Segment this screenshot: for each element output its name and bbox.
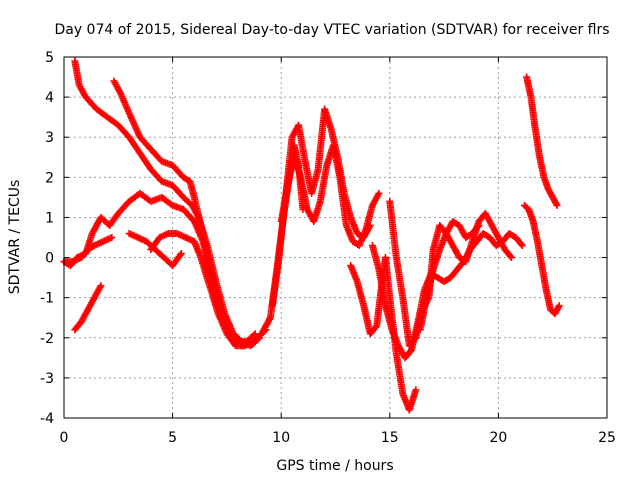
x-tick-label: 15 bbox=[381, 430, 399, 446]
plot-frame bbox=[63, 56, 608, 419]
data-point bbox=[375, 189, 383, 197]
data-point bbox=[411, 335, 419, 343]
y-tick-label: -4 bbox=[40, 411, 54, 427]
y-tick-label: -1 bbox=[40, 291, 54, 307]
series-arc-13 bbox=[416, 217, 483, 334]
data-point bbox=[555, 302, 563, 310]
data-point bbox=[176, 251, 184, 259]
x-axis-label: GPS time / hours bbox=[276, 458, 393, 474]
series-arc-9 bbox=[277, 141, 383, 250]
data-point bbox=[506, 252, 514, 260]
x-tick-label: 20 bbox=[489, 430, 507, 446]
data-point bbox=[372, 323, 380, 331]
data-marks bbox=[60, 57, 563, 414]
y-tick-label: -2 bbox=[40, 331, 54, 347]
y-tick-label: 0 bbox=[45, 251, 54, 267]
chart-title: Day 074 of 2015, Sidereal Day-to-day VTE… bbox=[54, 22, 609, 38]
y-tick-label: 3 bbox=[45, 130, 54, 146]
data-point bbox=[97, 282, 105, 290]
series-arc-6 bbox=[125, 229, 185, 270]
y-tick-label: 4 bbox=[45, 90, 54, 106]
data-point bbox=[108, 234, 116, 241]
y-tick-label: 1 bbox=[45, 210, 54, 226]
x-tick-label: 5 bbox=[168, 430, 177, 446]
data-point bbox=[177, 250, 185, 258]
axis-ticks: 0 5 10 15 20 25 -4 -3 -2 -1 0 1 2 3 4 5 bbox=[40, 50, 616, 446]
data-point bbox=[553, 201, 561, 209]
data-point bbox=[474, 223, 482, 231]
data-point bbox=[412, 386, 420, 394]
series-arc-14 bbox=[523, 73, 561, 209]
series-arc-5 bbox=[71, 282, 105, 334]
data-point bbox=[475, 221, 483, 229]
series-arc-4 bbox=[60, 234, 116, 266]
y-tick-label: 2 bbox=[45, 170, 54, 186]
data-point bbox=[406, 347, 414, 355]
data-point bbox=[518, 242, 526, 250]
x-tick-label: 0 bbox=[60, 430, 69, 446]
x-tick-label: 25 bbox=[598, 430, 616, 446]
x-tick-label: 10 bbox=[272, 430, 290, 446]
y-axis-label: SDTVAR / TECUs bbox=[7, 180, 23, 295]
y-tick-label: 5 bbox=[45, 50, 54, 66]
series-arc-10 bbox=[347, 254, 420, 414]
series-arc-15 bbox=[520, 201, 563, 318]
y-tick-label: -3 bbox=[40, 371, 54, 387]
data-point bbox=[517, 240, 525, 248]
data-point bbox=[507, 254, 515, 262]
